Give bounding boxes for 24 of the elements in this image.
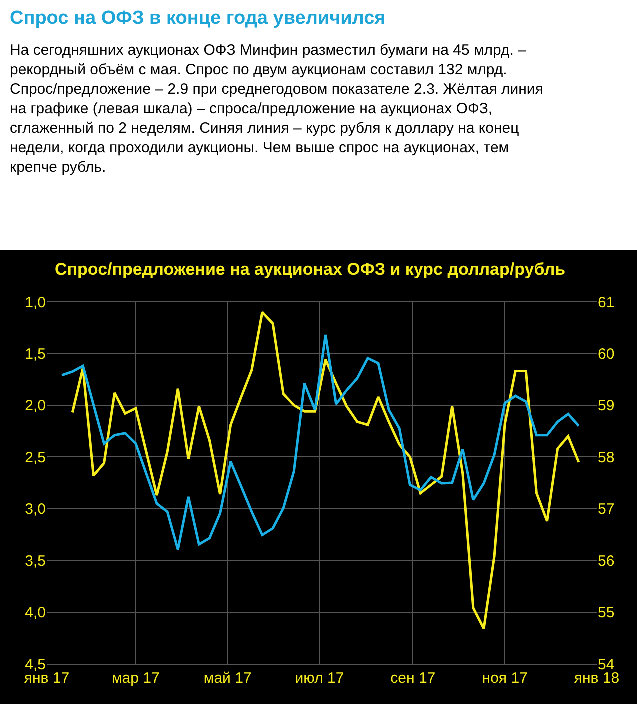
y2-tick-label: 55: [598, 604, 615, 622]
x-tick-label: ноя 17: [482, 670, 528, 687]
y2-tick-label: 61: [598, 294, 615, 312]
y2-tick-label: 56: [598, 552, 615, 570]
line-series: [71, 311, 580, 630]
line-series: [60, 334, 580, 551]
y-tick-label: 4,0: [25, 604, 46, 622]
y2-tick-label: 60: [598, 346, 615, 363]
x-tick-label: сен 17: [390, 670, 436, 687]
y2-tick-label: 57: [598, 501, 615, 518]
chart-title: Спрос на ОФЗ в конце года увеличился: [10, 8, 386, 29]
x-tick-label: май 17: [204, 670, 252, 687]
y-tick-label: 3,0: [25, 501, 46, 518]
y-tick-label: 1,5: [25, 346, 46, 363]
y2-tick-label: 58: [598, 449, 615, 466]
y-tick-label: 2,5: [25, 449, 46, 466]
x-tick-label: июл 17: [295, 670, 344, 687]
y2-tick-label: 59: [598, 398, 615, 415]
x-tick-label: мар 17: [112, 670, 160, 687]
y-tick-label: 1,0: [25, 294, 46, 312]
y-tick-label: 2,0: [25, 398, 46, 415]
chart-subtitle: На сегодняшних аукционах ОФЗ Минфин разместил бумаги на 45 млрд. – рекордный объём с мая. Спрос по двум аукционам составил 132 млрд. Спрос/предложение – 2.9 при среднегодовом показателе 2.3. Жёлтая линия на графике (левая шкала) – спроса/предложение на аукционах ОФЗ, сглаженный по 2 неделям. Синяя линия – курс рубля к доллару на конец недели, когда проходили аукционы. Чем выше спрос на аукционах, тем крепче рубль.: [10, 42, 544, 176]
text: Спрос/предложение на аукционах ОФЗ и курс доллар/рубль: [55, 260, 566, 279]
y-tick-label: 3,5: [25, 552, 46, 570]
